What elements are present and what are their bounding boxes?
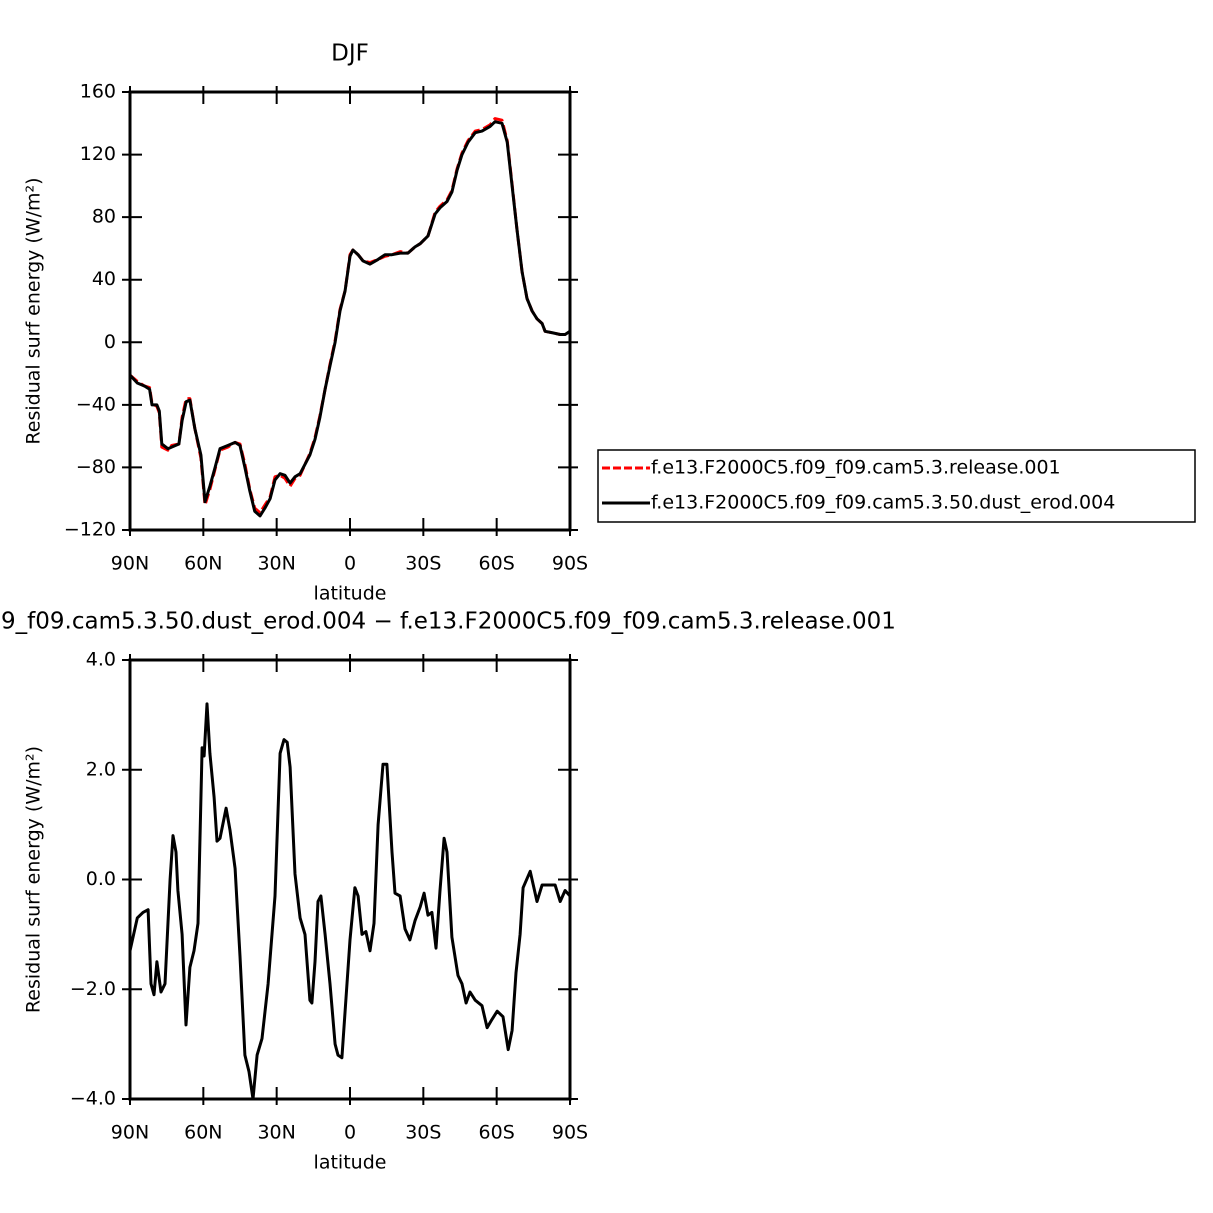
y-tick-label: 120: [80, 143, 116, 165]
x-tick-label: 60N: [184, 553, 222, 575]
y-tick-label: −2.0: [70, 978, 116, 1000]
legend-box: [597, 449, 1196, 523]
legend: f.e13.F2000C5.f09_f09.cam5.3.release.001…: [597, 449, 1196, 523]
x-tick-label: 30S: [405, 553, 441, 575]
x-tick-label: 30S: [405, 1122, 441, 1144]
chart-title: DJF: [331, 41, 369, 67]
x-tick-label: 60N: [184, 1122, 222, 1144]
x-tick-label: 60S: [479, 553, 515, 575]
x-tick-label: 90N: [111, 1122, 149, 1144]
x-tick-label: 60S: [479, 1122, 515, 1144]
data-line: [129, 117, 571, 515]
y-axis-label: Residual surf energy (W/m²): [23, 746, 45, 1013]
x-axis-label: latitude: [314, 1152, 387, 1174]
y-tick-label: −4.0: [70, 1088, 116, 1110]
legend-label: f.e13.F2000C5.f09_f09.cam5.3.release.001: [651, 457, 1061, 479]
x-tick-label: 90S: [552, 1122, 588, 1144]
y-tick-label: −80: [76, 456, 116, 478]
y-tick-label: 40: [92, 268, 116, 290]
chart-title: f.e13.F2000C5.f09_f09.cam5.3.50.dust_ero…: [0, 609, 896, 635]
y-tick-label: 80: [92, 206, 116, 228]
legend-label: f.e13.F2000C5.f09_f09.cam5.3.50.dust_ero…: [651, 492, 1115, 514]
x-tick-label: 90N: [111, 553, 149, 575]
x-tick-label: 0: [344, 553, 356, 575]
y-tick-label: 0: [104, 331, 116, 353]
y-tick-label: 2.0: [86, 758, 116, 780]
x-tick-label: 0: [344, 1122, 356, 1144]
y-tick-label: 160: [80, 81, 116, 103]
data-line: [128, 702, 572, 1101]
plot-frame: [128, 658, 572, 1101]
y-tick-label: −120: [64, 519, 116, 541]
x-tick-label: 30N: [257, 553, 295, 575]
y-tick-label: −40: [76, 393, 116, 415]
x-tick-label: 30N: [257, 1122, 295, 1144]
x-tick-label: 90S: [552, 553, 588, 575]
y-tick-label: 4.0: [86, 649, 116, 671]
y-axis-label: Residual surf energy (W/m²): [23, 177, 45, 444]
y-tick-label: 0.0: [86, 868, 116, 890]
plot-frame: [128, 90, 572, 532]
data-line: [128, 120, 571, 518]
x-axis-label: latitude: [314, 583, 387, 605]
